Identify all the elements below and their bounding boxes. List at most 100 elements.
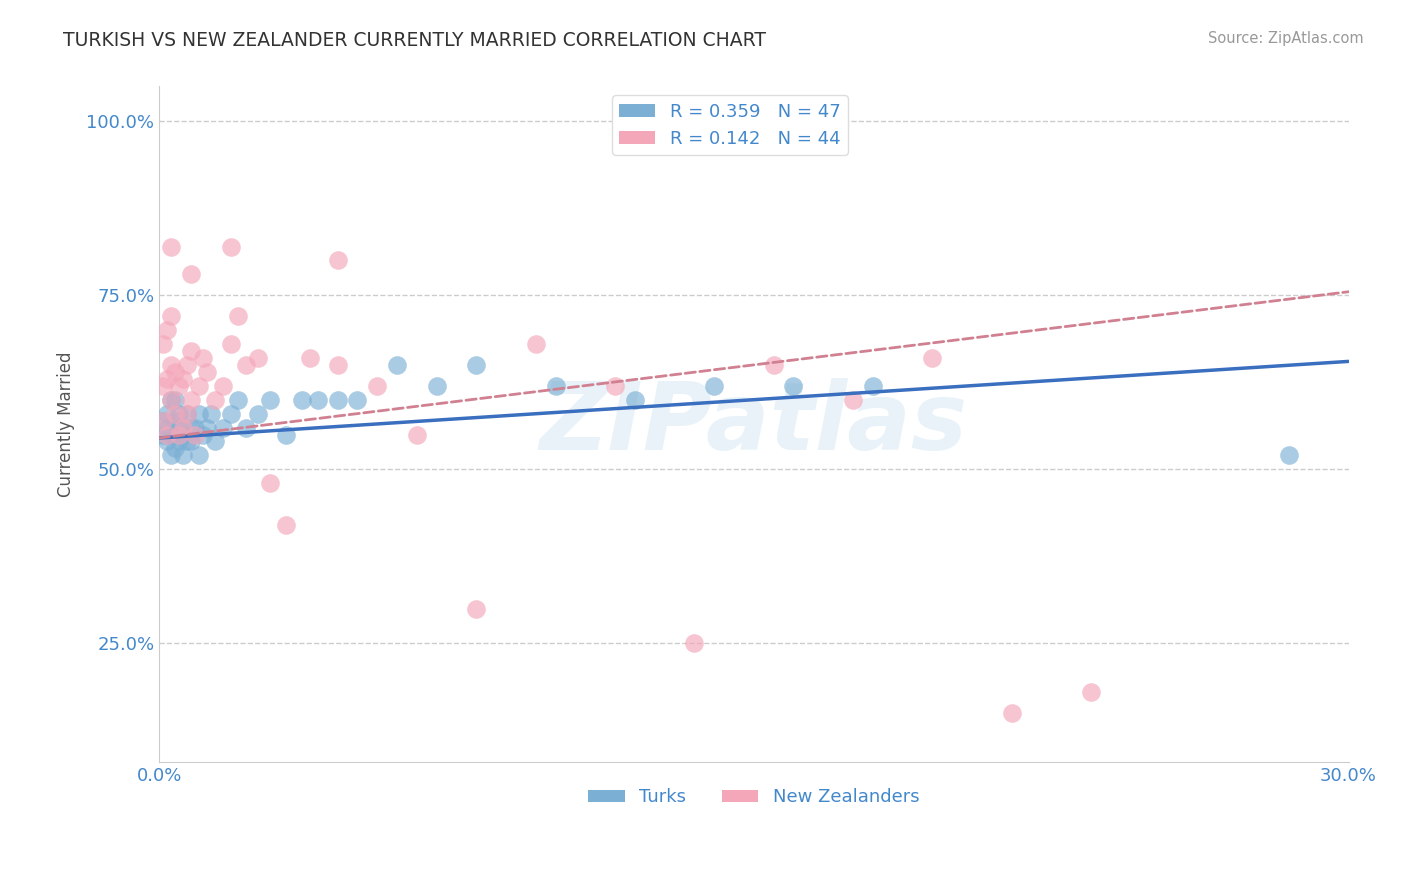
Point: [167, 407, 190, 421]
Point: [195, 365, 218, 379]
Point: [195, 420, 218, 434]
Point: [346, 392, 368, 407]
Point: [187, 449, 209, 463]
Point: [624, 392, 647, 407]
Point: [180, 434, 202, 449]
Point: [152, 414, 174, 428]
Point: [465, 358, 488, 372]
Point: [228, 309, 250, 323]
Point: [211, 378, 233, 392]
Point: [219, 407, 242, 421]
Point: [156, 434, 179, 449]
Point: [204, 434, 226, 449]
Point: [274, 427, 297, 442]
Point: [307, 392, 329, 407]
Point: [160, 392, 183, 407]
Point: [163, 414, 186, 428]
Point: [247, 407, 270, 421]
Point: [156, 427, 179, 442]
Point: [191, 351, 214, 365]
Point: [176, 434, 198, 449]
Point: [465, 601, 488, 615]
Point: [211, 420, 233, 434]
Point: [167, 434, 190, 449]
Point: [163, 442, 186, 456]
Point: [683, 636, 706, 650]
Point: [152, 337, 174, 351]
Point: [152, 427, 174, 442]
Point: [184, 427, 207, 442]
Point: [163, 407, 186, 421]
Point: [163, 365, 186, 379]
Point: [187, 378, 209, 392]
Point: [1080, 685, 1102, 699]
Point: [1278, 449, 1301, 463]
Point: [247, 351, 270, 365]
Point: [156, 420, 179, 434]
Point: [200, 407, 222, 421]
Point: [156, 323, 179, 337]
Point: [167, 420, 190, 434]
Point: [842, 392, 865, 407]
Point: [160, 239, 183, 253]
Point: [160, 309, 183, 323]
Point: [235, 420, 257, 434]
Point: [163, 392, 186, 407]
Point: [921, 351, 943, 365]
Point: [180, 343, 202, 358]
Point: [326, 358, 349, 372]
Point: [172, 420, 194, 434]
Point: [176, 407, 198, 421]
Point: [326, 253, 349, 268]
Point: [156, 372, 179, 386]
Point: [1000, 706, 1022, 720]
Point: [180, 420, 202, 434]
Point: [167, 378, 190, 392]
Point: [366, 378, 388, 392]
Point: [259, 392, 281, 407]
Point: [385, 358, 408, 372]
Point: [228, 392, 250, 407]
Point: [184, 420, 207, 434]
Point: [156, 407, 179, 421]
Text: Source: ZipAtlas.com: Source: ZipAtlas.com: [1208, 31, 1364, 46]
Y-axis label: Currently Married: Currently Married: [58, 351, 75, 497]
Point: [172, 427, 194, 442]
Point: [176, 407, 198, 421]
Point: [176, 358, 198, 372]
Point: [152, 414, 174, 428]
Point: [524, 337, 547, 351]
Point: [703, 378, 725, 392]
Point: [762, 358, 785, 372]
Point: [259, 476, 281, 491]
Point: [862, 378, 884, 392]
Point: [782, 378, 804, 392]
Point: [160, 358, 183, 372]
Point: [160, 427, 183, 442]
Text: ZIPatlas: ZIPatlas: [540, 378, 967, 470]
Point: [544, 378, 567, 392]
Point: [291, 392, 314, 407]
Point: [603, 378, 626, 392]
Point: [405, 427, 427, 442]
Point: [180, 268, 202, 282]
Point: [187, 407, 209, 421]
Point: [160, 449, 183, 463]
Point: [326, 392, 349, 407]
Text: TURKISH VS NEW ZEALANDER CURRENTLY MARRIED CORRELATION CHART: TURKISH VS NEW ZEALANDER CURRENTLY MARRI…: [63, 31, 766, 50]
Legend: Turks, New Zealanders: Turks, New Zealanders: [581, 781, 927, 814]
Point: [191, 427, 214, 442]
Point: [298, 351, 321, 365]
Point: [172, 449, 194, 463]
Point: [180, 392, 202, 407]
Point: [167, 427, 190, 442]
Point: [204, 392, 226, 407]
Point: [152, 378, 174, 392]
Point: [219, 239, 242, 253]
Point: [274, 518, 297, 533]
Point: [160, 392, 183, 407]
Point: [172, 372, 194, 386]
Point: [235, 358, 257, 372]
Point: [426, 378, 449, 392]
Point: [219, 337, 242, 351]
